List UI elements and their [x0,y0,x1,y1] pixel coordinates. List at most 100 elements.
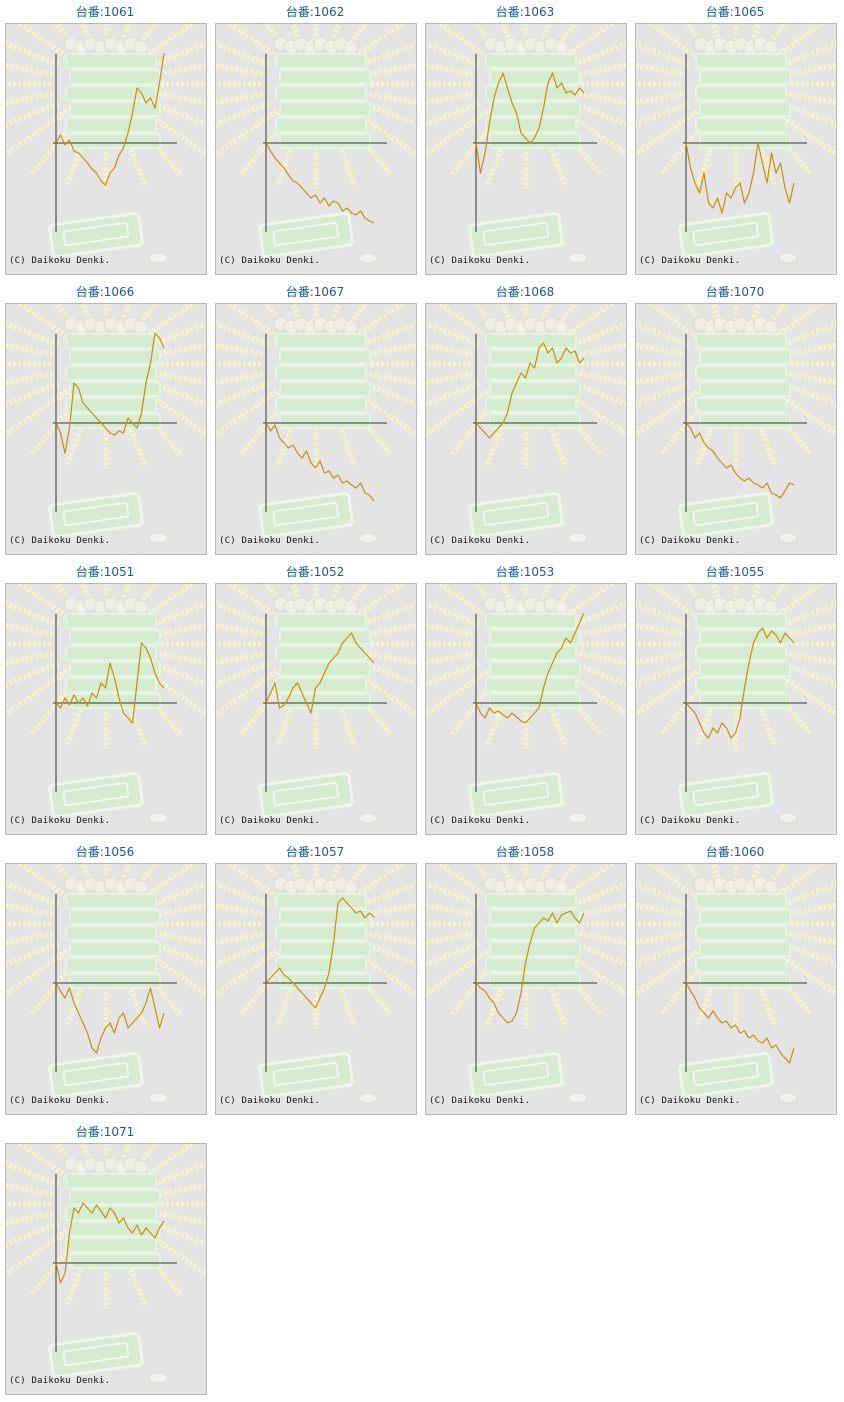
machine-card-1058: 台番:1058 (C) Daikoku Denki. [420,840,630,1116]
machine-number: 1071 [103,1125,135,1139]
machine-number-link[interactable]: 台番:1057 [210,844,420,860]
machine-number-link[interactable]: 台番:1063 [420,4,630,20]
slump-graph[interactable]: (C) Daikoku Denki. [425,303,627,555]
machine-number-link[interactable]: 台番:1070 [630,284,840,300]
slump-line [55,332,165,454]
background-illustration [216,24,416,264]
machine-card-1056: 台番:1056 (C) Daikoku Denki. [0,840,210,1116]
slump-line [475,910,585,1024]
machine-card-1066: 台番:1066 (C) Daikoku Denki. [0,280,210,556]
slump-graph[interactable]: (C) Daikoku Denki. [635,23,837,275]
background-illustration [636,864,836,1104]
machine-number-link[interactable]: 台番:1053 [420,564,630,580]
background-illustration [636,584,836,824]
copyright-text: (C) Daikoku Denki. [429,536,531,546]
machine-card-1065: 台番:1065 (C) Daikoku Denki. [630,0,840,276]
slump-graph[interactable]: (C) Daikoku Denki. [5,23,207,275]
machine-number-link[interactable]: 台番:1060 [630,844,840,860]
slump-graph-svg [216,584,416,824]
machine-number: 1065 [733,5,765,19]
slump-line [265,422,375,502]
slump-graph-svg [636,584,836,824]
copyright-text: (C) Daikoku Denki. [639,536,741,546]
slump-graph[interactable]: (C) Daikoku Denki. [215,303,417,555]
slump-graph-svg [636,304,836,544]
machine-number-prefix: 台番: [495,5,524,19]
slump-graph[interactable]: (C) Daikoku Denki. [635,303,837,555]
machine-number-link[interactable]: 台番:1058 [420,844,630,860]
machine-number-prefix: 台番: [285,845,314,859]
copyright-text: (C) Daikoku Denki. [429,256,531,266]
machine-number: 1061 [103,5,135,19]
slump-graph[interactable]: (C) Daikoku Denki. [425,23,627,275]
machine-number: 1067 [313,285,345,299]
slump-graph-svg [6,304,206,544]
machine-number-link[interactable]: 台番:1068 [420,284,630,300]
slump-line [475,612,585,724]
machine-number: 1055 [733,565,765,579]
slump-graph[interactable]: (C) Daikoku Denki. [635,863,837,1115]
slump-line [475,72,585,174]
slump-graph[interactable]: (C) Daikoku Denki. [5,863,207,1115]
machine-number-prefix: 台番: [705,285,734,299]
machine-number-prefix: 台番: [705,565,734,579]
background-illustration [426,864,626,1104]
slump-graph[interactable]: (C) Daikoku Denki. [5,1143,207,1395]
slump-graph[interactable]: (C) Daikoku Denki. [215,863,417,1115]
machine-card-1067: 台番:1067 (C) Daikoku Denki. [210,280,420,556]
slump-graph[interactable]: (C) Daikoku Denki. [215,23,417,275]
slump-line [265,142,375,224]
machine-number: 1056 [103,845,135,859]
machine-number-link[interactable]: 台番:1067 [210,284,420,300]
machine-number: 1058 [523,845,555,859]
slump-line [55,1202,165,1284]
slump-graph[interactable]: (C) Daikoku Denki. [635,583,837,835]
machine-number-link[interactable]: 台番:1071 [0,1124,210,1140]
background-illustration [216,864,416,1104]
machine-number-prefix: 台番: [285,565,314,579]
machine-number-link[interactable]: 台番:1062 [210,4,420,20]
machine-card-1061: 台番:1061 (C) Daikoku Denki. [0,0,210,276]
background-illustration [216,304,416,544]
machine-card-1057: 台番:1057 (C) Daikoku Denki. [210,840,420,1116]
copyright-text: (C) Daikoku Denki. [429,1096,531,1106]
machine-number-prefix: 台番: [705,5,734,19]
slump-graph-svg [636,864,836,1104]
machine-number-link[interactable]: 台番:1065 [630,4,840,20]
machine-card-1053: 台番:1053 (C) Daikoku Denki. [420,560,630,836]
machine-number-link[interactable]: 台番:1051 [0,564,210,580]
machine-card-1055: 台番:1055 (C) Daikoku Denki. [630,560,840,836]
machine-number: 1053 [523,565,555,579]
slump-graph-svg [216,864,416,1104]
machine-card-1063: 台番:1063 (C) Daikoku Denki. [420,0,630,276]
slump-graph[interactable]: (C) Daikoku Denki. [425,583,627,835]
machine-number: 1062 [313,5,345,19]
machine-number: 1051 [103,565,135,579]
copyright-text: (C) Daikoku Denki. [429,816,531,826]
machine-number-prefix: 台番: [495,565,524,579]
slump-graph[interactable]: (C) Daikoku Denki. [5,303,207,555]
machine-number-prefix: 台番: [75,845,104,859]
machine-number-link[interactable]: 台番:1055 [630,564,840,580]
machine-number-link[interactable]: 台番:1056 [0,844,210,860]
slump-line [685,422,795,499]
slump-line [685,627,795,739]
slump-graph[interactable]: (C) Daikoku Denki. [5,583,207,835]
copyright-text: (C) Daikoku Denki. [639,1096,741,1106]
machine-number-link[interactable]: 台番:1052 [210,564,420,580]
machine-number-prefix: 台番: [285,5,314,19]
machine-number-link[interactable]: 台番:1061 [0,4,210,20]
slump-graph[interactable]: (C) Daikoku Denki. [215,583,417,835]
machine-number: 1070 [733,285,765,299]
slump-graph[interactable]: (C) Daikoku Denki. [425,863,627,1115]
machine-number-prefix: 台番: [285,285,314,299]
slump-graph-svg [426,864,626,1104]
machine-number: 1060 [733,845,765,859]
machine-number-prefix: 台番: [705,845,734,859]
machine-number: 1052 [313,565,345,579]
machine-number-link[interactable]: 台番:1066 [0,284,210,300]
machine-number-prefix: 台番: [495,845,524,859]
slump-graph-svg [6,24,206,264]
slump-line [55,642,165,724]
slump-line [475,342,585,439]
